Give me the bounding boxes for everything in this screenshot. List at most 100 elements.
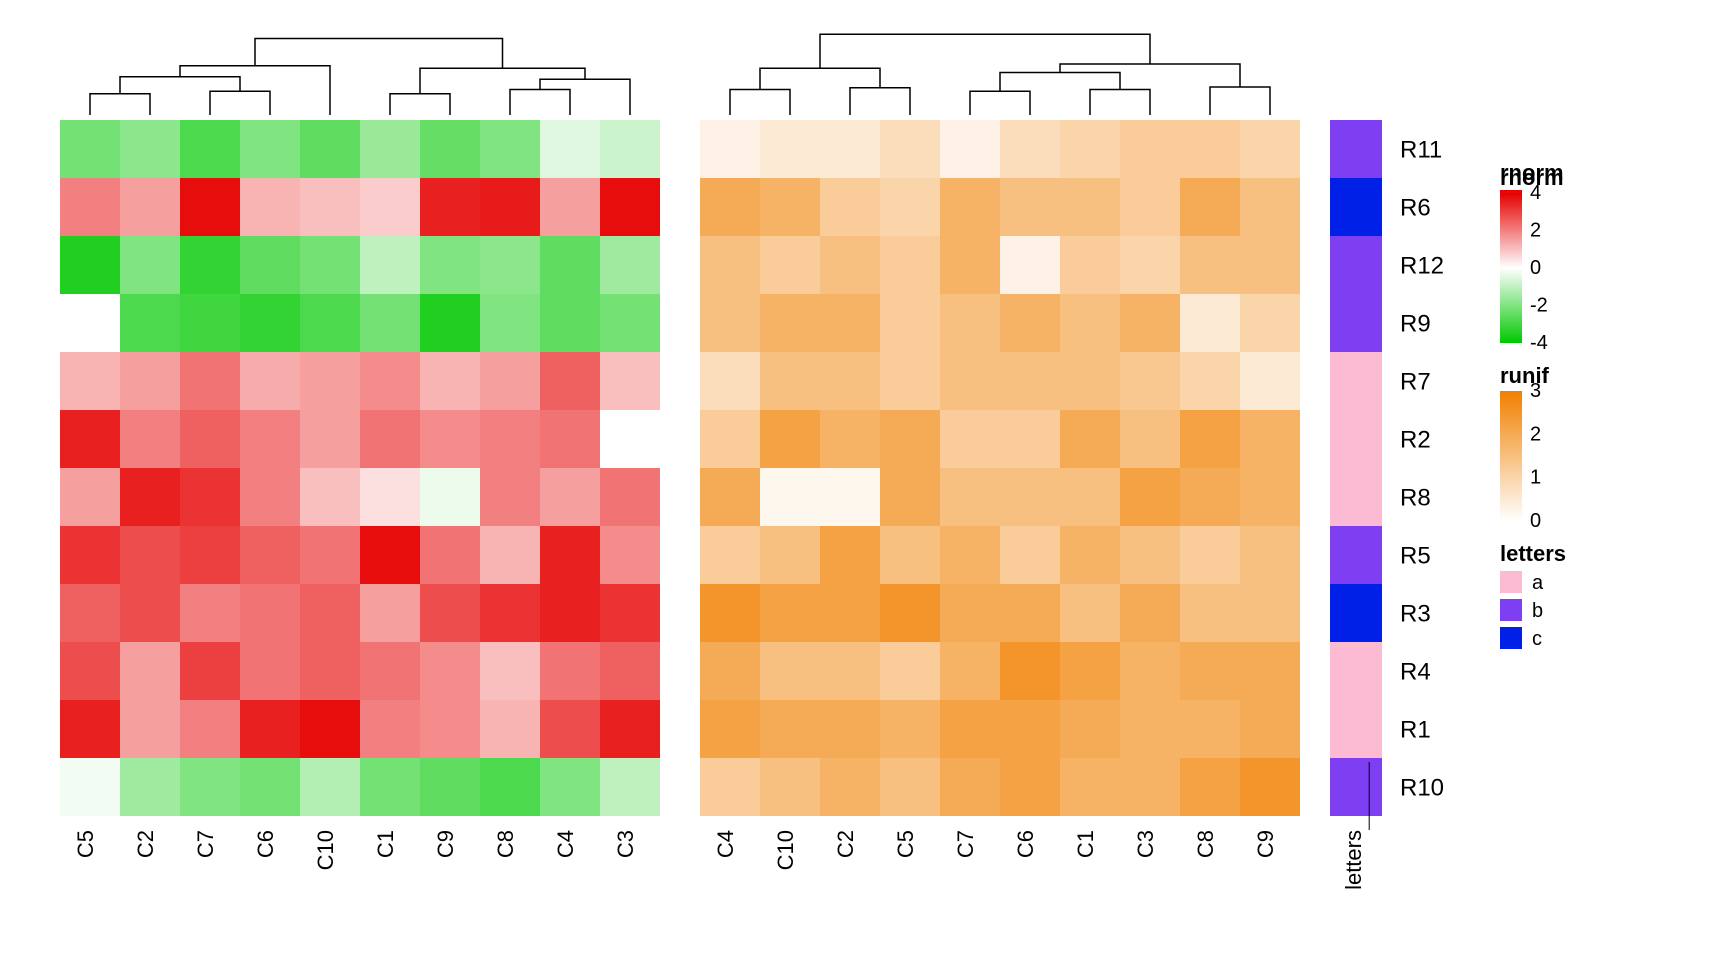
heatmap-cell: [940, 468, 1000, 526]
heatmap-cell: [880, 642, 940, 700]
heatmap-cell: [240, 642, 300, 700]
row-label: R8: [1400, 485, 1431, 512]
heatmap-cell: [700, 584, 760, 642]
heatmap-cell: [1180, 178, 1240, 236]
heatmap-cell: [940, 352, 1000, 410]
heatmap-cell: [760, 178, 820, 236]
heatmap-cell: [180, 584, 240, 642]
row-label: R5: [1400, 543, 1431, 570]
heatmap-cell: [880, 758, 940, 816]
heatmap-cell: [700, 236, 760, 294]
heatmap-cell: [600, 700, 660, 758]
heatmap-cell: [1000, 294, 1060, 352]
legend-tick: 0: [1530, 510, 1541, 532]
dendrogram-branch: [180, 66, 330, 115]
heatmap-cell: [420, 468, 480, 526]
heatmap-cell: [700, 410, 760, 468]
heatmap-cell: [1000, 178, 1060, 236]
heatmap-cell: [360, 642, 420, 700]
heatmap-cell: [940, 236, 1000, 294]
heatmap-cell: [940, 642, 1000, 700]
heatmap-cell: [940, 526, 1000, 584]
annotation-cell: [1330, 758, 1382, 816]
heatmap-cell: [60, 758, 120, 816]
column-label: C5: [893, 830, 918, 858]
heatmap-cell: [1000, 468, 1060, 526]
heatmap-cell: [1060, 236, 1120, 294]
heatmap-cell: [420, 642, 480, 700]
heatmap-cell: [1000, 642, 1060, 700]
annotation-cell: [1330, 410, 1382, 468]
heatmap-cell: [1000, 120, 1060, 178]
heatmap-cell: [1000, 758, 1060, 816]
heatmap-cell: [240, 758, 300, 816]
heatmap-cell: [360, 758, 420, 816]
heatmap-cell: [360, 178, 420, 236]
heatmap-cell: [1180, 236, 1240, 294]
heatmap-cell: [1060, 294, 1120, 352]
dual-heatmap-figure: C5C2C7C6C10C1C9C8C4C3C4C10C2C5C7C6C1C3C8…: [20, 20, 1708, 940]
dendrogram-branch: [90, 94, 150, 115]
heatmap-cell: [540, 468, 600, 526]
heatmap-cell: [540, 294, 600, 352]
legend-tick: -2: [1530, 295, 1548, 317]
heatmap-cell: [120, 700, 180, 758]
dendrogram-branch: [1060, 64, 1240, 87]
heatmap-cell: [480, 758, 540, 816]
heatmap-cell: [540, 700, 600, 758]
heatmap-cell: [180, 120, 240, 178]
heatmap-cell: [1120, 526, 1180, 584]
heatmap-cell: [1120, 294, 1180, 352]
legend-tick: 4: [1530, 182, 1541, 204]
legend-item-label: b: [1532, 600, 1543, 622]
dendrogram-branch: [255, 39, 503, 69]
heatmap-cell: [1060, 468, 1120, 526]
heatmap-cell: [700, 178, 760, 236]
column-label: C10: [313, 830, 338, 870]
heatmap-cell: [600, 120, 660, 178]
heatmap-cell: [880, 584, 940, 642]
heatmap-cell: [480, 700, 540, 758]
heatmap-cell: [120, 410, 180, 468]
heatmap-cell: [180, 700, 240, 758]
heatmap-cell: [1240, 410, 1300, 468]
heatmap-cell: [480, 178, 540, 236]
heatmap-cell: [300, 294, 360, 352]
heatmap-cell: [1060, 526, 1120, 584]
annotation-title: letters: [1341, 830, 1366, 890]
heatmap-cell: [360, 526, 420, 584]
heatmap-cell: [120, 120, 180, 178]
heatmap-cell: [1240, 758, 1300, 816]
heatmap-cell: [60, 468, 120, 526]
heatmap-cell: [760, 294, 820, 352]
heatmap-cell: [820, 120, 880, 178]
heatmap-cell: [300, 410, 360, 468]
heatmap-cell: [120, 236, 180, 294]
heatmap-cell: [180, 758, 240, 816]
heatmap-cell: [820, 584, 880, 642]
heatmap-cell: [940, 294, 1000, 352]
dendrogram-branch: [540, 79, 630, 115]
heatmap-cell: [60, 642, 120, 700]
heatmap-cell: [700, 468, 760, 526]
heatmap-cell: [120, 584, 180, 642]
heatmap-cell: [240, 410, 300, 468]
heatmap-cell: [760, 236, 820, 294]
heatmap-cell: [820, 236, 880, 294]
heatmap-cell: [420, 352, 480, 410]
heatmap-cell: [240, 120, 300, 178]
column-label: C4: [713, 830, 738, 858]
heatmap-cell: [1180, 352, 1240, 410]
heatmap-cell: [1180, 584, 1240, 642]
heatmap-cell: [1120, 642, 1180, 700]
heatmap-cell: [240, 178, 300, 236]
dendrogram-branch: [850, 88, 910, 115]
heatmap-cell: [1240, 120, 1300, 178]
heatmap-cell: [120, 758, 180, 816]
heatmap-cell: [120, 352, 180, 410]
column-label: C5: [73, 830, 98, 858]
heatmap-cell: [540, 352, 600, 410]
heatmap-cell: [300, 526, 360, 584]
heatmap-cell: [420, 410, 480, 468]
heatmap-cell: [700, 352, 760, 410]
